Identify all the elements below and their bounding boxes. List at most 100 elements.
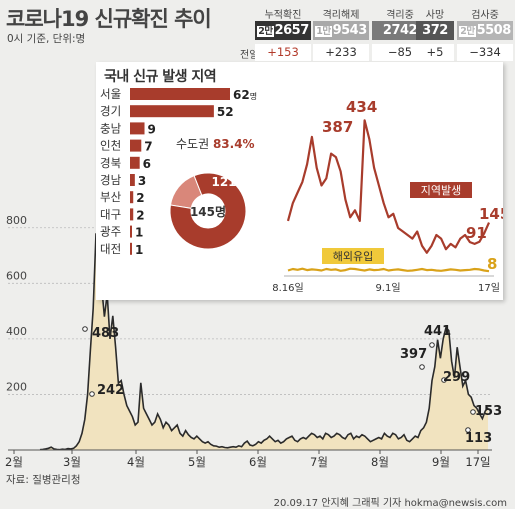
bar [130,191,134,204]
legend-label: 지역발생 [421,184,461,197]
y-tick-label: 600 [6,269,27,282]
stat-value-number: 2657 [274,23,310,38]
stat-value: 1만 9543 [313,21,369,40]
stat-value: 2만 2657 [255,21,311,40]
area-fill [40,233,488,450]
line-annotation-label: 91 [466,224,487,242]
bar [130,174,135,186]
line-annotation-label: 387 [322,118,353,136]
stat-value: 2742 [372,21,428,40]
bar [130,156,140,169]
x-tick-label: 5월 [188,455,206,469]
bar [130,105,214,118]
inset-x-tick-label: 17일 [478,282,500,294]
stat-diff: +5 [416,44,454,61]
stat-label: 누적확진 [264,10,302,21]
bar-category-label: 대전 [100,242,121,256]
y-tick-label: 400 [6,325,27,338]
annotation-label: 299 [443,370,470,385]
x-tick-label: 8월 [371,455,389,469]
stat-value-number: 372 [422,23,448,38]
bar-category-label: 경남 [100,173,122,187]
line-series [286,119,491,254]
credit-text: 20.09.17 안지혜 그래픽 기자 hokma@newsis.com [273,498,507,509]
bar [130,225,132,238]
stat-value-number: 9543 [332,23,368,38]
annotation-dot [441,377,447,383]
stat-value-prefix: 2만 [257,26,274,37]
annotation-dot [465,427,471,433]
annotation-dot [429,342,435,348]
bar-category-label: 충남 [100,121,122,135]
donut-label: 수도권 83.4% [176,137,255,151]
bar [130,122,145,135]
x-tick-label: 9월 [432,455,450,469]
stat-label: 격리해제 [322,10,360,21]
stat-diff: −85 [372,44,428,61]
x-tick-label: 3월 [63,455,81,469]
legend-label: 해외유입 [333,249,373,263]
inset-x-tick-label: 9.1일 [375,282,400,294]
bar-category-label: 경북 [100,156,121,170]
stat-diff: +233 [313,44,369,61]
annotation-label: 483 [92,326,119,341]
annotation-label: 113 [465,431,492,446]
x-tick-label: 4월 [127,455,145,469]
annotation-dot [82,326,88,332]
bar-category-label: 대구 [100,207,121,221]
area-line [39,233,489,451]
stat-label: 검사중 [471,10,499,21]
stat-value-prefix: 2만 [459,26,476,37]
stat-value-number: 5508 [476,23,512,38]
y-tick-label: 800 [6,214,27,227]
stat-label: 사망 [425,10,445,21]
annotation-label: 153 [475,404,502,419]
bar-value-label: 1 [135,243,143,257]
x-tick-label: 2월 [5,455,23,469]
stats-panel: 전일대비 누적확진2만2657+153격리해제1만9543+233격리중2742… [0,4,515,62]
annotation-dot [89,391,95,397]
bar [130,139,142,152]
legend-box-overseas [322,248,384,264]
donut-total-label: 145명 [190,205,226,219]
bar-category-label: 인천 [100,139,121,153]
bar-value-label: 52 [217,105,234,119]
x-tick-label: 17일 [465,455,490,469]
bar-value-label: 6 [143,157,151,171]
bar-unit-label: 명 [250,91,257,101]
donut-label-name: 수도권 [176,137,213,151]
annotation-label: 441 [424,324,451,339]
bar [130,88,230,100]
inset-x-tick-label: 8.16일 [272,282,303,294]
donut-part-label: 121 [211,175,236,189]
donut-hole [192,195,224,227]
stat-diff: +153 [255,44,311,61]
bar-value-label: 2 [136,208,144,222]
bar [130,242,132,255]
annotation-label: 242 [97,383,124,398]
bar-value-label: 2 [136,191,144,205]
stat-diff: −334 [457,44,513,61]
x-tick-label: 7월 [310,455,328,469]
bar-category-label: 부산 [100,190,122,204]
annotation-label: 397 [400,347,427,362]
main-area-chart: 200 400 600 800 2월 3월 4월 5월 6월 7월 8월 9월 17일 483 242 397… [5,214,502,469]
line-annotation-label: 434 [346,98,377,116]
stat-value: 372 [416,21,454,40]
line-annotation-label: 8 [487,255,497,273]
donut-label-pct: 83.4% [213,137,255,151]
line-series [287,267,490,273]
inset-title: 국내 신규 발생 지역 [104,69,217,85]
y-tick-label: 200 [6,380,27,393]
bar-value-label: 3 [138,174,146,188]
legend-box-local [410,182,472,198]
stat-value: 2만 5508 [457,21,513,40]
line-annotation-label: 145 [479,205,503,223]
regional-inset-panel: 국내 신규 발생 지역 서울 62명 경기 52 충남 9 인천 7 경북 6 경남 3 부산 2 대구 2 광… [96,62,503,300]
annotation-dot [419,364,425,370]
stat-label: 격리중 [386,10,414,21]
bar-category-label: 광주 [100,225,121,239]
page-title: 코로나19 신규확진 추이 [6,7,212,31]
bar-value-label: 1 [135,226,143,240]
